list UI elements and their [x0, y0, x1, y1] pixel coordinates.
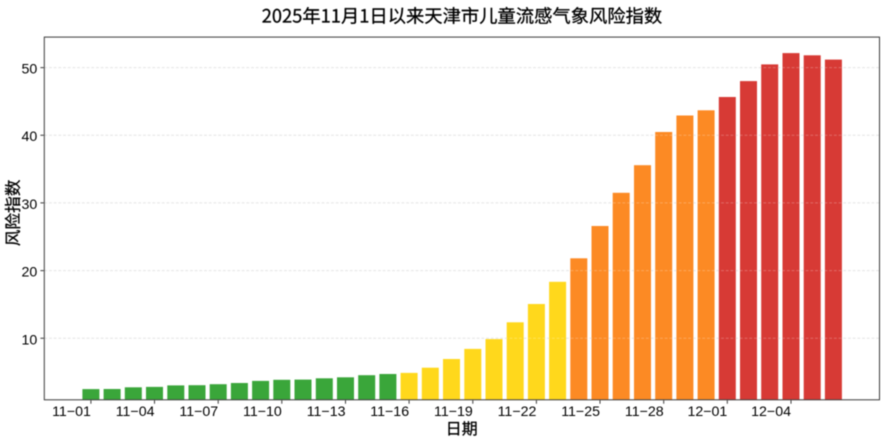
svg-text:50: 50	[22, 62, 38, 78]
svg-text:11−28: 11−28	[625, 404, 664, 420]
svg-text:12−01: 12−01	[687, 404, 727, 420]
svg-text:11−13: 11−13	[307, 404, 346, 420]
svg-text:11−22: 11−22	[498, 404, 537, 420]
svg-text:11−25: 11−25	[561, 404, 600, 420]
svg-text:11−01: 11−01	[52, 404, 91, 420]
svg-text:11−16: 11−16	[370, 404, 409, 420]
svg-text:11−10: 11−10	[243, 404, 282, 420]
svg-text:30: 30	[22, 197, 38, 213]
svg-text:10: 10	[22, 332, 38, 348]
svg-text:11−07: 11−07	[179, 404, 218, 420]
svg-text:12−04: 12−04	[751, 404, 791, 420]
svg-text:40: 40	[22, 129, 38, 145]
svg-text:11−19: 11−19	[434, 404, 473, 420]
svg-text:20: 20	[22, 265, 38, 281]
svg-text:11−04: 11−04	[116, 404, 155, 420]
